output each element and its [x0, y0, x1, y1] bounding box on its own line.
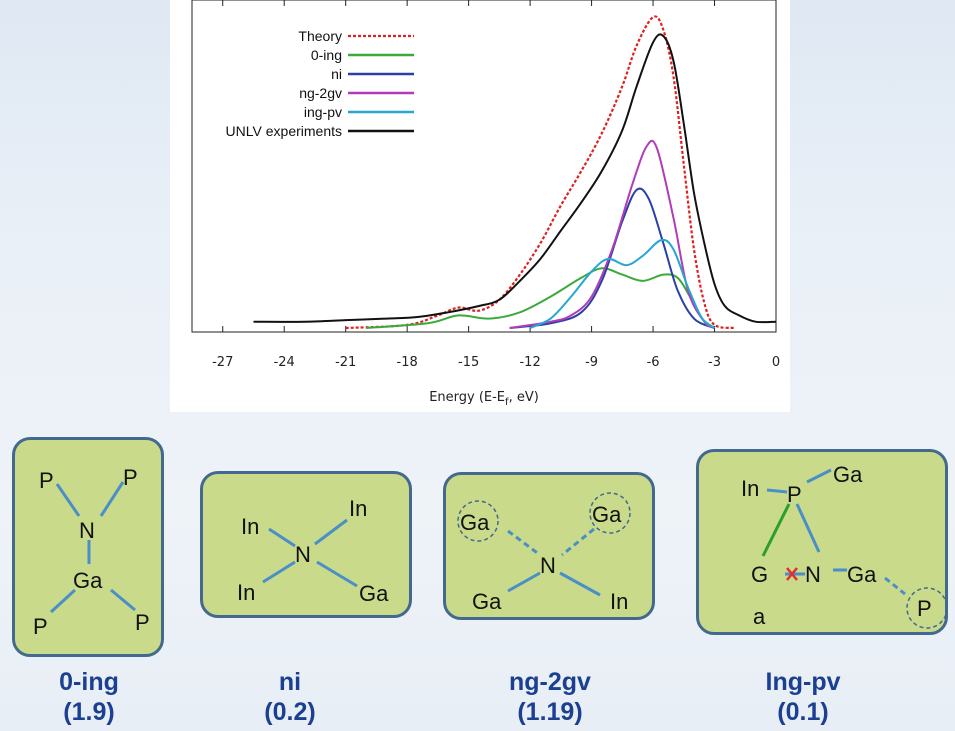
- atom-label: N: [79, 518, 95, 543]
- bond: [110, 588, 136, 612]
- caption-value: (0.2): [264, 698, 316, 726]
- bond: [316, 560, 358, 588]
- legend-label-ng-2gv: ng-2gv: [299, 85, 342, 101]
- x-tick-label: -21: [335, 355, 356, 370]
- caption-value: (1.19): [517, 698, 583, 726]
- caption-value: (1.9): [63, 698, 115, 726]
- atom-label: P: [917, 596, 932, 621]
- series-line-ni: [509, 187, 715, 329]
- legend-label-unlv-experiments: UNLV experiments: [226, 123, 342, 139]
- series-line-unlv-experiments: [253, 33, 777, 324]
- bond: [49, 588, 77, 614]
- atom-label: G: [751, 562, 768, 587]
- caption-ni: ni (0.2): [215, 667, 365, 727]
- structure-ing-pv-diagram: In P Ga G N Ga a P: [741, 462, 948, 629]
- bond: [99, 481, 125, 517]
- chart-panel: -27 -24 -21 -18 -15 -12 -9 -6 -3 0 Theory 0-ing ni n…: [170, 0, 790, 412]
- series-line-ing-pv: [529, 238, 716, 329]
- caption-name: ng-2gv: [509, 668, 591, 696]
- atom-label: Ga: [73, 568, 103, 593]
- atom-label: Ga: [460, 510, 490, 535]
- bond: [507, 571, 541, 593]
- atom-label: N: [295, 542, 311, 567]
- x-tick-label: -12: [519, 355, 540, 370]
- vacancy-circle: [589, 492, 631, 534]
- dashed-bond: [884, 576, 906, 596]
- atom-label: Ga: [472, 589, 502, 614]
- atom-label: In: [610, 589, 628, 614]
- atom-label: P: [39, 468, 54, 493]
- legend-label-theory: Theory: [298, 28, 342, 44]
- x-tick-label: -6: [647, 355, 660, 370]
- atom-label: In: [741, 476, 759, 501]
- atom-label: Ga: [359, 581, 389, 606]
- legend-label-ing-pv: ing-pv: [304, 104, 342, 120]
- bond: [268, 527, 296, 548]
- bond: [559, 571, 601, 597]
- legend-label-ni: ni: [331, 66, 342, 82]
- bond: [262, 560, 296, 584]
- atom-label: N: [540, 553, 556, 578]
- series-line-0-ing: [366, 267, 716, 329]
- atom-label: a: [753, 604, 766, 629]
- structure-box-ng-2gv: Ga Ga N Ga In: [443, 472, 655, 620]
- caption-value: (0.1): [777, 698, 829, 726]
- atom-label: P: [33, 614, 48, 639]
- vacancy-circle: [906, 587, 948, 629]
- bond: [314, 518, 348, 546]
- caption-ing-pv: Ing-pv (0.1): [728, 667, 878, 727]
- structure-box-0-ing: P P N Ga P P: [12, 437, 164, 657]
- atom-label: Ga: [592, 502, 622, 527]
- bond: [766, 488, 788, 494]
- caption-ng-2gv: ng-2gv (1.19): [470, 667, 630, 727]
- caption-name: 0-ing: [59, 668, 119, 696]
- atom-label: Ga: [847, 562, 877, 587]
- x-tick-label: -24: [274, 355, 295, 370]
- structure-ng-2gv-diagram: Ga Ga N Ga In: [457, 492, 631, 614]
- structure-box-ing-pv: In P Ga G N Ga a P: [696, 449, 948, 635]
- atom-label: P: [787, 482, 802, 507]
- caption-0-ing: 0-ing (1.9): [14, 667, 164, 727]
- x-tick-label: 0: [772, 355, 780, 370]
- structure-box-ni: In In N In Ga: [200, 471, 412, 618]
- atom-label: P: [135, 610, 150, 635]
- caption-name: Ing-pv: [765, 668, 841, 696]
- x-tick-label: -18: [397, 355, 418, 370]
- series-line-theory: [345, 15, 736, 330]
- x-tick-label: -27: [212, 355, 233, 370]
- x-tick-label: -15: [458, 355, 479, 370]
- x-axis-title: Energy (E-Ef, eV): [429, 390, 539, 408]
- bond: [55, 483, 81, 517]
- atom-label: In: [349, 496, 367, 521]
- dashed-bond: [507, 529, 541, 557]
- atom-label: In: [237, 580, 255, 605]
- structure-ni-diagram: In In N In Ga: [237, 496, 389, 606]
- dos-chart: -27 -24 -21 -18 -15 -12 -9 -6 -3 0 Theory 0-ing ni n…: [191, 0, 780, 408]
- legend-label-0-ing: 0-ing: [311, 47, 342, 63]
- structure-0-ing-diagram: P P N Ga P P: [33, 465, 150, 639]
- atom-label: In: [241, 514, 259, 539]
- bond: [806, 468, 832, 484]
- atom-label: P: [123, 465, 138, 490]
- series-line-ng-2gv: [509, 139, 716, 329]
- caption-name: ni: [278, 668, 302, 696]
- dashed-bond: [561, 527, 595, 557]
- x-tick-label: -9: [585, 355, 598, 370]
- broken-bond-mark: [786, 567, 798, 581]
- atom-label: N: [805, 562, 821, 587]
- plot-frame: [191, 0, 777, 333]
- atom-label: Ga: [833, 462, 863, 487]
- green-bond: [761, 503, 791, 557]
- bond: [795, 503, 821, 553]
- vacancy-circle: [457, 500, 499, 542]
- x-tick-label: -3: [708, 355, 721, 370]
